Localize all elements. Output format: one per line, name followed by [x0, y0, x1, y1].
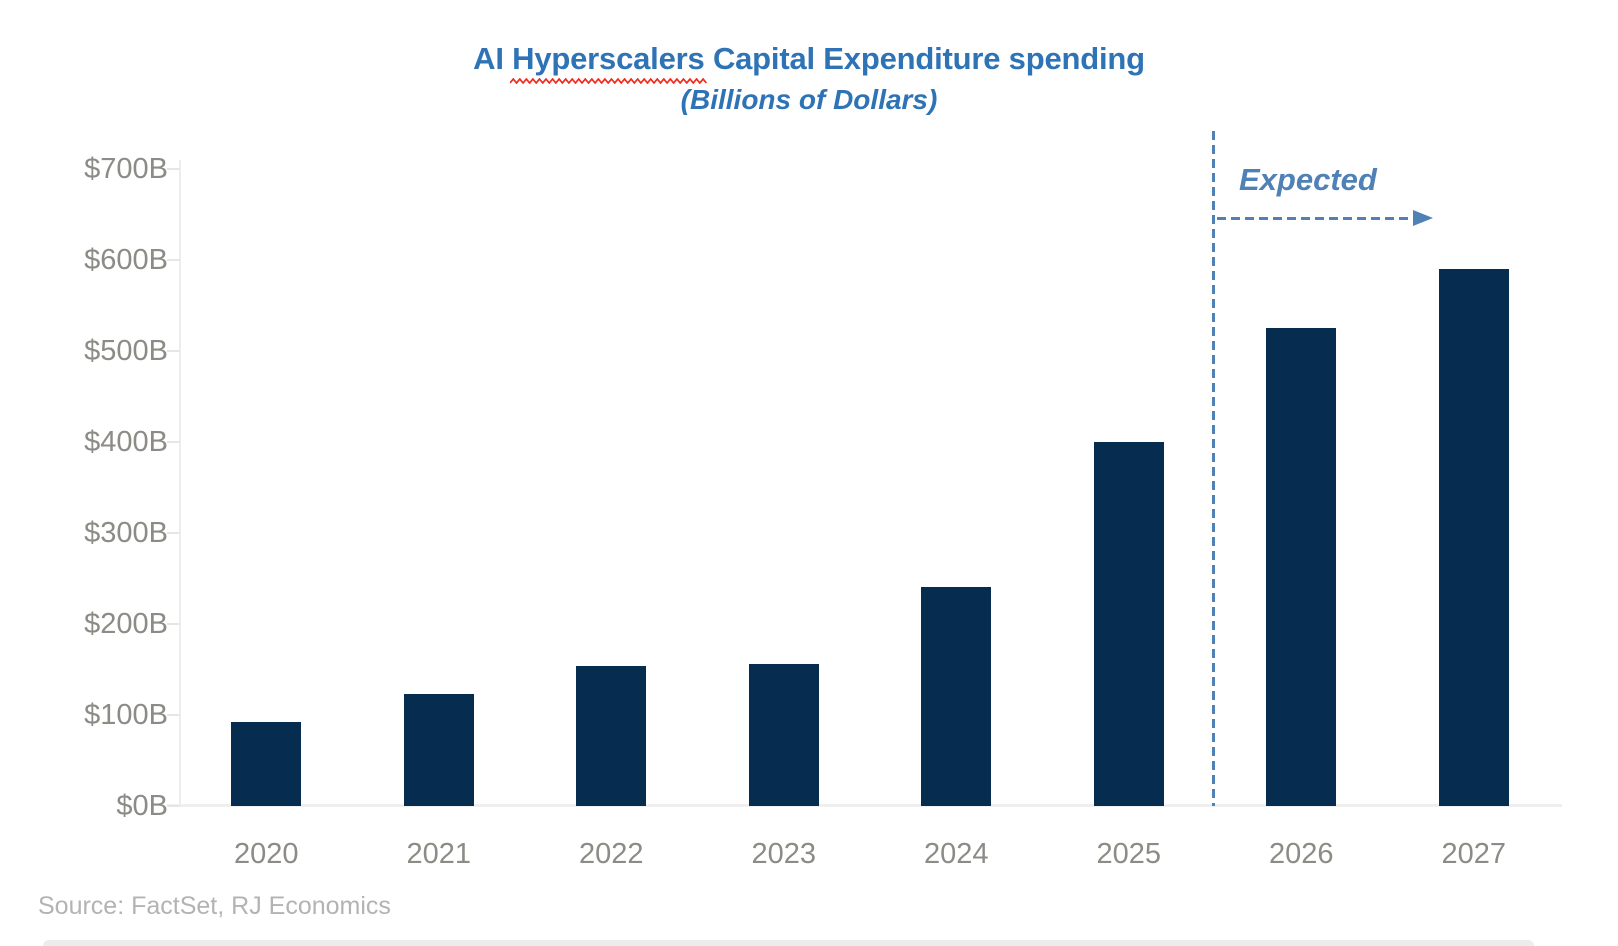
y-tick-label: $100B [84, 699, 168, 731]
bar-slot [1043, 169, 1216, 806]
bar-slot [870, 169, 1043, 806]
spellcheck-squiggle-icon [510, 78, 707, 84]
expected-arrow-line [1217, 217, 1415, 220]
y-tick-label: $0B [116, 790, 168, 822]
bar-2022 [576, 665, 647, 806]
x-tick-label: 2023 [751, 838, 816, 870]
x-axis-baseline [167, 804, 1562, 807]
y-axis-line [179, 160, 181, 806]
bar-series [180, 169, 1560, 806]
x-tick-label: 2027 [1441, 838, 1506, 870]
chart-subtitle: (Billions of Dollars) [680, 84, 938, 115]
bar-2026 [1266, 328, 1337, 806]
x-tick-label: 2020 [233, 838, 299, 870]
bar-slot [698, 169, 871, 806]
bar-slot [1215, 169, 1388, 806]
bar-2023 [748, 664, 819, 806]
x-tick-label: 2021 [406, 838, 471, 870]
y-tick-label: $200B [84, 608, 168, 640]
x-axis-labels: 2020 2021 2022 2023 2024 2025 2026 2027 [180, 838, 1560, 870]
bar-slot [525, 169, 698, 806]
y-tick-mark [167, 259, 180, 261]
x-tick-label: 2025 [1096, 838, 1161, 870]
window-edge-strip [43, 940, 1534, 946]
title-text-post: Capital Expenditure spending [704, 41, 1145, 76]
y-tick-label: $700B [84, 153, 168, 185]
y-tick-mark [167, 714, 180, 716]
y-tick-mark [167, 168, 180, 170]
source-caption: Source: FactSet, RJ Economics [38, 892, 391, 920]
title-word-misspelled: Hyperscalers [510, 41, 707, 84]
title-word-text: Hyperscalers [512, 41, 705, 76]
expected-label: Expected [1239, 162, 1377, 197]
y-tick-mark [167, 532, 180, 534]
bar-2025 [1093, 442, 1164, 806]
y-tick-mark [167, 350, 180, 352]
expected-arrow-head-icon [1413, 210, 1433, 226]
bar-slot [1388, 169, 1561, 806]
y-tick-label: $500B [84, 335, 168, 367]
y-tick-mark [167, 623, 180, 625]
bar-2021 [403, 694, 474, 806]
y-tick-label: $400B [84, 426, 168, 458]
title-text-pre: AI [473, 41, 513, 76]
bar-2024 [921, 586, 992, 806]
x-tick-label: 2026 [1268, 838, 1334, 870]
y-tick-label: $600B [84, 244, 168, 276]
y-tick-label: $300B [84, 517, 168, 549]
bar-slot [353, 169, 526, 806]
y-tick-mark [167, 441, 180, 443]
bar-2020 [231, 722, 302, 806]
expected-divider-dashed-line [1212, 131, 1215, 806]
x-tick-label: 2024 [923, 838, 989, 870]
chart-title: AI Hyperscalers Capital Expenditure spen… [0, 41, 1618, 84]
x-tick-label: 2022 [578, 838, 644, 870]
bar-slot [180, 169, 353, 806]
bar-2027 [1438, 269, 1509, 806]
y-tick-mark [167, 805, 180, 807]
